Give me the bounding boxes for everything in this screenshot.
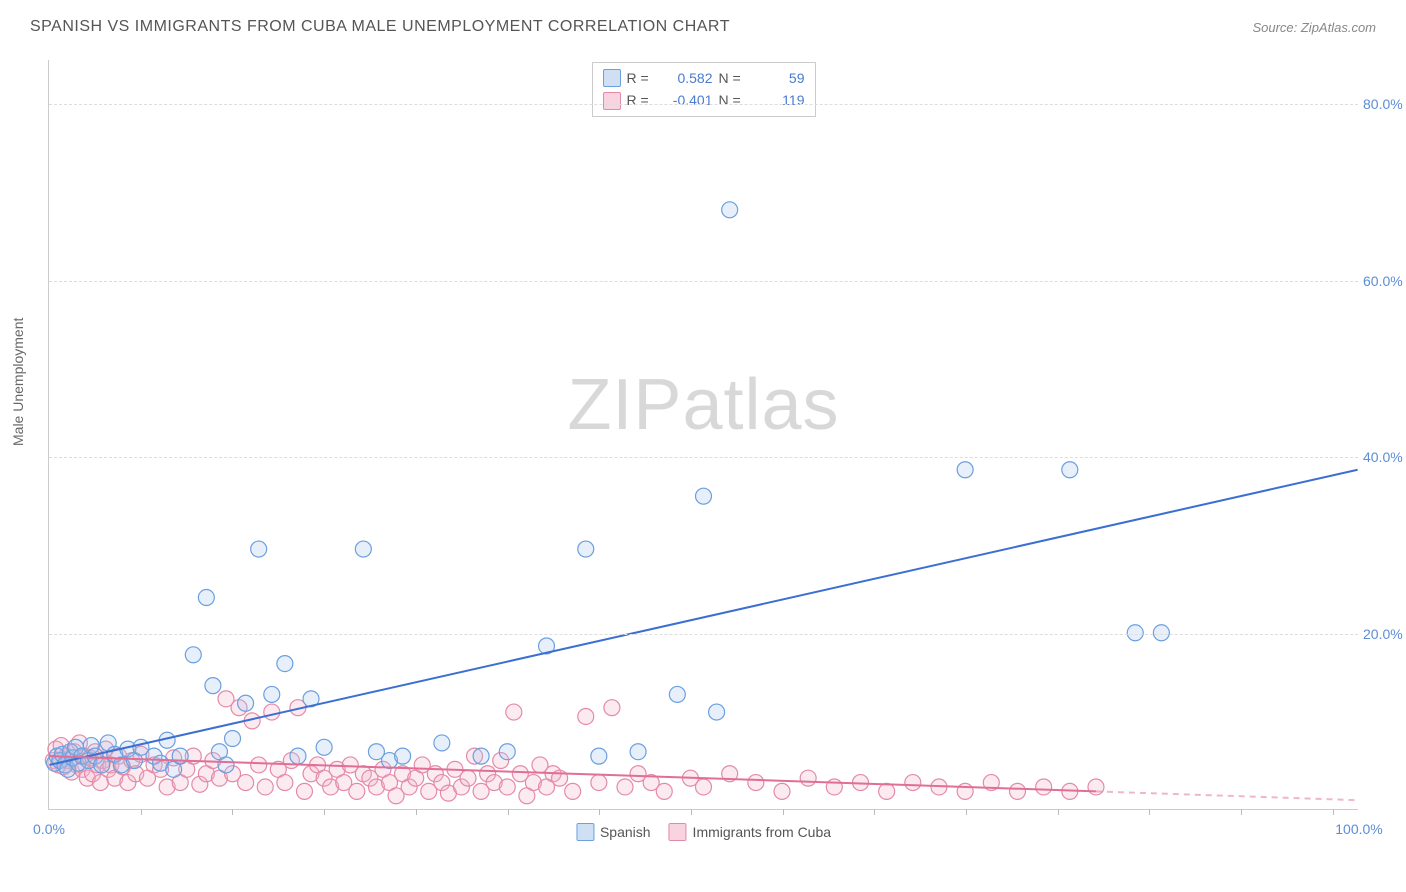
x-tick-label: 100.0% [1335,821,1382,837]
scatter-point [578,708,594,724]
scatter-point [264,704,280,720]
scatter-point [205,678,221,694]
scatter-point [709,704,725,720]
x-tick-minor [232,809,233,815]
gridline [49,457,1358,458]
scatter-point [1009,783,1025,799]
x-tick-minor [874,809,875,815]
scatter-point [591,775,607,791]
y-tick-label: 60.0% [1363,273,1406,289]
scatter-point [296,783,312,799]
scatter-point [696,488,712,504]
scatter-point [251,541,267,557]
trend-line [49,470,1357,765]
scatter-point [630,744,646,760]
gridline [49,634,1358,635]
scatter-point [225,731,241,747]
scatter-point [238,695,254,711]
scatter-point [696,779,712,795]
scatter-point [591,748,607,764]
scatter-point [565,783,581,799]
scatter-point [290,748,306,764]
x-tick-minor [141,809,142,815]
scatter-point [349,783,365,799]
y-tick-label: 40.0% [1363,449,1406,465]
scatter-point [1062,462,1078,478]
scatter-point [499,744,515,760]
scatter-point [355,541,371,557]
x-tick-minor [599,809,600,815]
scatter-point [957,462,973,478]
chart-title: SPANISH VS IMMIGRANTS FROM CUBA MALE UNE… [30,18,730,36]
scatter-point [506,704,522,720]
source-attribution: Source: ZipAtlas.com [1252,20,1376,35]
scatter-point [748,775,764,791]
scatter-point [722,202,738,218]
scatter-point [218,757,234,773]
scatter-point [277,775,293,791]
scatter-point [604,700,620,716]
y-tick-label: 80.0% [1363,96,1406,112]
scatter-point [656,783,672,799]
x-tick-minor [966,809,967,815]
x-tick-minor [691,809,692,815]
series-legend: Spanish Immigrants from Cuba [576,823,831,841]
scatter-point [94,757,110,773]
scatter-point [669,686,685,702]
legend-item-cuba: Immigrants from Cuba [669,823,831,841]
trend-line-dashed [1096,791,1358,800]
scatter-point [460,770,476,786]
gridline [49,104,1358,105]
x-tick-minor [1149,809,1150,815]
x-tick-minor [1058,809,1059,815]
scatter-point [617,779,633,795]
scatter-point [499,779,515,795]
scatter-point [257,779,273,795]
scatter-point [238,775,254,791]
scatter-point [198,590,214,606]
x-tick-minor [783,809,784,815]
scatter-point [316,739,332,755]
swatch-cuba-icon [669,823,687,841]
x-tick-minor [508,809,509,815]
plot-svg [49,60,1358,809]
x-tick-minor [324,809,325,815]
x-tick-minor [1241,809,1242,815]
swatch-spanish-icon [576,823,594,841]
y-axis-label: Male Unemployment [10,318,26,446]
scatter-point [1036,779,1052,795]
x-tick-minor [1333,809,1334,815]
scatter-point [473,748,489,764]
scatter-point [185,647,201,663]
scatter-point [251,757,267,773]
scatter-point [879,783,895,799]
scatter-point [578,541,594,557]
plot-area: ZIPatlas R = 0.582 N = 59 R = -0.401 N =… [48,60,1358,810]
x-tick-minor [416,809,417,815]
scatter-point [434,735,450,751]
y-tick-label: 20.0% [1363,626,1406,642]
scatter-point [395,748,411,764]
scatter-point [264,686,280,702]
scatter-point [774,783,790,799]
gridline [49,281,1358,282]
legend-item-spanish: Spanish [576,823,651,841]
scatter-point [800,770,816,786]
scatter-point [905,775,921,791]
x-tick-label: 0.0% [33,821,65,837]
scatter-point [277,656,293,672]
